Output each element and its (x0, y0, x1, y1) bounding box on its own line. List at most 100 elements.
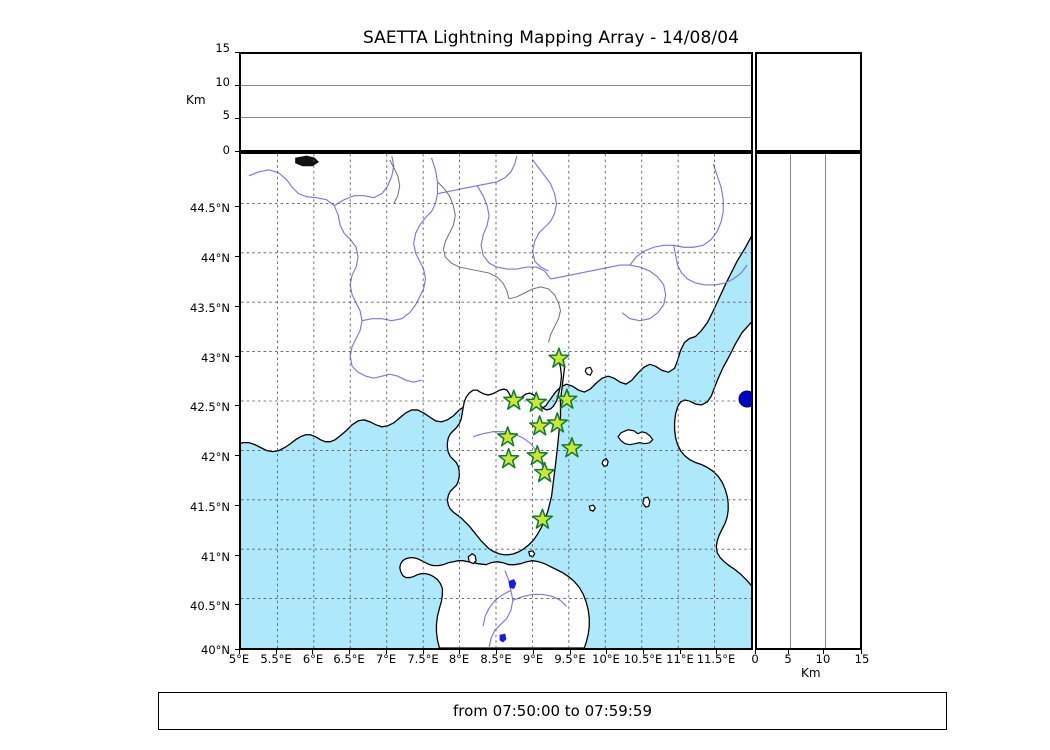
tick-lat-44: 44°N (201, 251, 230, 265)
gridline-alt-5km (241, 117, 751, 118)
tickmark-lat-44.5 (235, 206, 239, 207)
time-range-caption: from 07:50:00 to 07:59:59 (452, 702, 652, 720)
station-star (497, 426, 519, 447)
tick-lon-11: 11°E (666, 652, 694, 666)
tickmark-lon-8.5 (496, 650, 497, 654)
page-title: SAETTA Lightning Mapping Array - 14/08/0… (362, 28, 740, 48)
map-graphic (241, 154, 751, 648)
tick-top-5: 5 (222, 108, 230, 122)
tick-right-10: 10 (815, 652, 831, 666)
map-gridlines (241, 154, 751, 648)
tickmark-lat-43.5 (235, 306, 239, 307)
tickmark-lon-10 (606, 650, 607, 654)
tickmark-lat-41.5 (235, 505, 239, 506)
island-elba (617, 429, 654, 446)
station-star (546, 412, 568, 433)
tickmark-top-10 (235, 85, 239, 86)
landmass-italy-peninsula (673, 321, 751, 587)
tick-lon-10: 10°E (592, 652, 620, 666)
tickmark-lon-9 (533, 650, 534, 654)
panel-map[interactable] (239, 152, 753, 650)
tickmark-lon-11 (680, 650, 681, 654)
gridline-alt-5km-right (790, 154, 791, 648)
lake-sardinia-north (508, 579, 517, 589)
tickmark-lat-41 (235, 555, 239, 556)
tick-lon-6: 6°E (302, 652, 324, 666)
tick-lat-40.5: 40.5°N (190, 599, 230, 613)
lma-station-markers[interactable] (497, 347, 583, 529)
tickmark-top-5 (235, 118, 239, 119)
panel-altitude-vs-latitude[interactable] (755, 152, 862, 650)
tickmark-lon-9.5 (570, 650, 571, 654)
station-star (533, 461, 556, 483)
landmass-sardinia (399, 557, 590, 648)
tick-lon-5.5: 5.5°E (260, 652, 292, 666)
tick-lat-43.5: 43.5°N (190, 301, 230, 315)
vhf-source-marker[interactable] (738, 390, 751, 408)
station-star (526, 444, 548, 466)
station-star (498, 447, 520, 469)
tickmark-right-15 (861, 650, 862, 654)
tickmark-top-0 (235, 151, 239, 152)
tickmark-top-15 (235, 52, 239, 53)
tickmark-right-0 (755, 650, 756, 654)
tick-top-0: 0 (222, 143, 230, 157)
island-asinara (467, 553, 477, 565)
tick-lat-41.5: 41.5°N (190, 500, 230, 514)
gridline-alt-10km (241, 85, 751, 86)
tick-lon-6.5: 6.5°E (333, 652, 365, 666)
tickmark-lat-43 (235, 356, 239, 357)
gridline-alt-10km-right (825, 154, 826, 648)
tick-lon-5: 5°E (228, 652, 250, 666)
tickmark-lon-6 (312, 650, 313, 654)
tickmark-lon-5 (239, 650, 240, 654)
station-star (529, 415, 551, 436)
political-borders (389, 159, 562, 343)
tickmark-lon-5.5 (276, 650, 277, 654)
tickmark-right-10 (823, 650, 824, 654)
lake-geneva (295, 155, 320, 167)
tick-lon-10.5: 10.5°E (623, 652, 663, 666)
tickmark-lat-40 (235, 649, 239, 650)
station-star (503, 389, 525, 410)
tick-lat-40: 40°N (201, 643, 230, 657)
tickmark-lon-10.5 (643, 650, 644, 654)
tick-lon-11.5: 11.5°E (696, 652, 736, 666)
tickmark-lon-11.5 (716, 650, 717, 654)
island-gorgona (584, 366, 593, 376)
tickmark-lon-7 (386, 650, 387, 654)
station-star (531, 508, 554, 529)
tick-right-15: 15 (854, 652, 870, 666)
tickmark-lat-42 (235, 455, 239, 456)
axis-label-top-km: Km (186, 93, 206, 107)
tick-lat-44.5: 44.5°N (190, 201, 230, 215)
tickmark-right-5 (788, 650, 789, 654)
station-star (548, 347, 570, 368)
lake-sardinia-south (499, 633, 507, 643)
tick-lon-9: 9°E (522, 652, 544, 666)
tickmark-lat-42.5 (235, 405, 239, 406)
tickmark-lat-44 (235, 256, 239, 257)
tick-lon-7.5: 7.5°E (407, 652, 439, 666)
station-star (556, 388, 578, 409)
tick-lon-9.5: 9.5°E (554, 652, 586, 666)
tickmark-lat-40.5 (235, 604, 239, 605)
tick-lon-8.5: 8.5°E (480, 652, 512, 666)
tick-lat-42.5: 42.5°N (190, 400, 230, 414)
river-network (248, 155, 748, 648)
station-star (525, 391, 547, 412)
panel-altitude-vs-longitude[interactable] (239, 52, 753, 152)
tick-lat-43: 43°N (201, 351, 230, 365)
tick-lon-7: 7°E (375, 652, 397, 666)
island-montecristo (588, 504, 596, 512)
tick-top-15: 15 (215, 41, 230, 55)
tick-lat-41: 41°N (201, 550, 230, 564)
panel-altitude-histogram[interactable] (755, 52, 862, 152)
tick-right-5: 5 (784, 652, 792, 666)
axis-label-right-km: Km (801, 666, 821, 680)
tickmark-lon-8 (459, 650, 460, 654)
tick-lon-8: 8°E (448, 652, 470, 666)
tickmark-lon-7.5 (423, 650, 424, 654)
tick-lat-42: 42°N (201, 450, 230, 464)
